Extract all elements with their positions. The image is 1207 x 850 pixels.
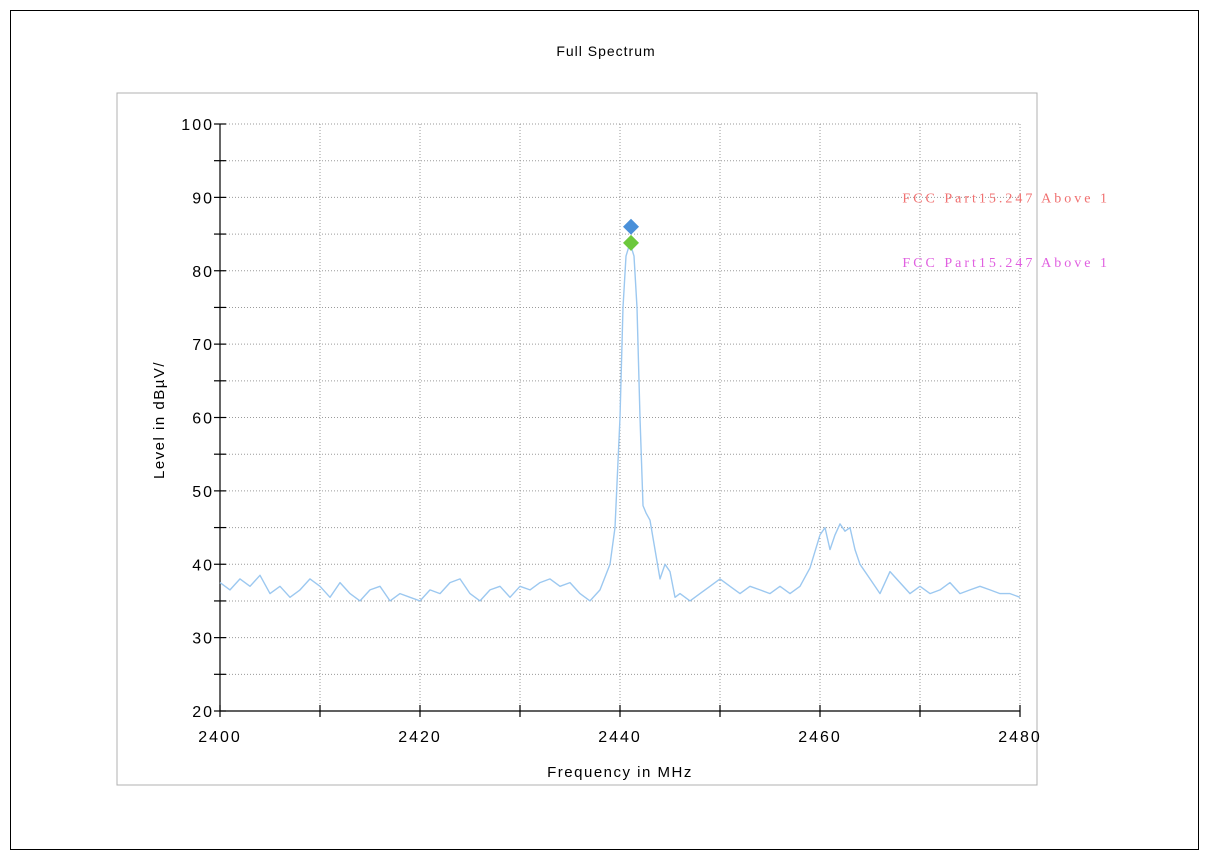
spectrum-chart: 2400 2420 2440 2460 24802030405060708090100 … — [116, 43, 1110, 786]
x-tick-label: 2400 — [198, 729, 242, 746]
y-axis-title: Level in dBµV/ — [151, 361, 168, 479]
y-tick-label: 80 — [192, 264, 214, 281]
peak-marker — [623, 234, 639, 251]
series-line — [219, 242, 1021, 602]
y-tick-label: 30 — [192, 631, 214, 648]
x-axis-title: Frequency in MHz — [547, 764, 693, 781]
marker-layer — [623, 218, 639, 251]
y-tick-label: 20 — [192, 704, 214, 721]
x-tick-label: 2460 — [798, 729, 842, 746]
limit-label: FCC Part15.247 Above 1 — [902, 192, 1110, 207]
y-tick-label: 60 — [192, 411, 214, 428]
grid — [219, 123, 1021, 712]
axes: 2400 2420 2440 2460 2480 20 30 40 50 60 70 80 90 100 — [181, 117, 1042, 746]
y-tick-label: 70 — [192, 337, 214, 354]
y-tick-label: 100 — [181, 117, 214, 134]
x-tick-label: 2480 — [998, 729, 1042, 746]
y-tick-label: 50 — [192, 484, 214, 501]
x-tick-label: 2440 — [598, 729, 642, 746]
plot-area — [116, 92, 1038, 786]
limit-label: FCC Part15.247 Above 1 — [902, 256, 1110, 271]
label-layer: FCC Part15.247 Above 1 FCC Part15.247 Abo… — [902, 192, 1110, 272]
y-tick-label: 90 — [192, 190, 214, 207]
chart-title: Full Spectrum — [556, 43, 655, 59]
peak-marker — [623, 218, 639, 235]
series-layer — [219, 242, 1021, 602]
x-tick-label: 2420 — [398, 729, 442, 746]
y-tick-label: 40 — [192, 557, 214, 574]
